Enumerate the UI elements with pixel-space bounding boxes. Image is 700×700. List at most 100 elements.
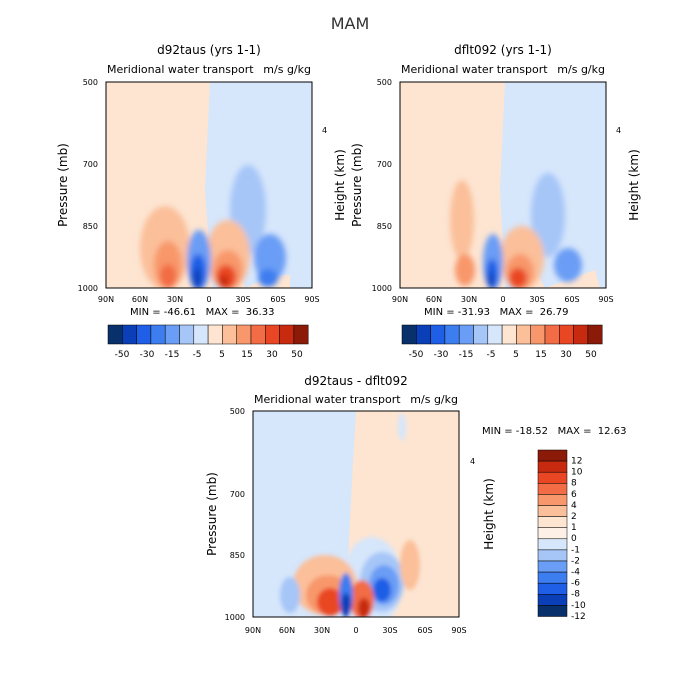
- panel-3-title: d92taus - dflt092: [304, 374, 408, 388]
- x-tick-label: 30N: [314, 626, 330, 635]
- x-tick-label: 90N: [98, 295, 114, 304]
- colorbar-label: 50: [291, 350, 303, 360]
- colorbar-label: 30: [560, 350, 572, 360]
- panel-3-subtitle: Meridional water transport: [254, 393, 401, 406]
- y-tick-label: 700: [83, 160, 98, 169]
- colorbar-label: 2: [571, 512, 577, 522]
- colorbar-label: 50: [585, 350, 597, 360]
- colorbar-label: -15: [459, 350, 474, 360]
- x-tick-label: 90S: [598, 295, 613, 304]
- panel-3-plot-frame: [252, 410, 460, 618]
- colorbar-label: 15: [535, 350, 546, 360]
- panel-2-contour-field: [400, 82, 606, 288]
- colorbar-label: 6: [571, 490, 577, 500]
- y-tick-label: 500: [83, 78, 98, 87]
- colorbar-label: 8: [571, 479, 577, 489]
- panel-3-y-right-tick: 4: [470, 457, 475, 466]
- panel-1-subtitle: Meridional water transport: [107, 63, 254, 76]
- y-tick-label: 1000: [225, 613, 245, 622]
- x-tick-label: 60S: [417, 626, 432, 635]
- chart-panel-3: d92taus - dflt092 Meridional water trans…: [205, 374, 626, 635]
- panel-1-y-axis: 500 700 850 1000: [78, 78, 98, 293]
- x-tick-label: 30N: [167, 295, 183, 304]
- panel-1-y-right-tick: 4: [322, 126, 327, 135]
- colorbar-label: -5: [193, 350, 202, 360]
- panel-1-min-max: MIN = -46.61 MAX = 36.33: [130, 307, 274, 318]
- y-tick-label: 700: [230, 490, 245, 499]
- colorbar-label: 0: [571, 534, 577, 544]
- colorbar-label: 5: [219, 350, 225, 360]
- x-tick-label: 60S: [270, 295, 285, 304]
- panel-2-subtitle: Meridional water transport: [401, 63, 548, 76]
- colorbar-label: 12: [571, 457, 582, 467]
- x-tick-label: 30N: [461, 295, 477, 304]
- colorbar-label: -12: [571, 612, 586, 622]
- panel-2-y-label: Pressure (mb): [350, 143, 364, 227]
- panel-2-colorbar: -50 -30 -15 -5 5 15 30 50: [401, 324, 603, 360]
- panel-3-contour-field: [253, 411, 459, 617]
- colorbar-label: 10: [571, 468, 583, 478]
- chart-panel-1: d92taus (yrs 1-1) Meridional water trans…: [56, 43, 347, 360]
- x-tick-label: 90S: [304, 295, 319, 304]
- panel-2-y-right-label: Height (km): [627, 149, 641, 220]
- panel-2-title: dflt092 (yrs 1-1): [454, 43, 552, 57]
- colorbar-label: -10: [571, 601, 586, 611]
- x-tick-label: 30S: [382, 626, 397, 635]
- x-tick-label: 60N: [279, 626, 295, 635]
- panel-3-min-max: MIN = -18.52 MAX = 12.63: [482, 426, 626, 437]
- colorbar-label: -1: [571, 545, 580, 555]
- colorbar-label: -5: [487, 350, 496, 360]
- colorbar-label: -50: [409, 350, 424, 360]
- x-tick-label: 30S: [529, 295, 544, 304]
- colorbar-label: 1: [571, 523, 577, 533]
- figure-title: MAM: [331, 14, 370, 33]
- y-tick-label: 850: [377, 222, 392, 231]
- colorbar-label: 15: [241, 350, 252, 360]
- colorbar-label: -15: [165, 350, 180, 360]
- x-tick-label: 60S: [564, 295, 579, 304]
- panel-2-plot-frame: [399, 81, 607, 289]
- panel-3-y-axis: 500 700 850 1000: [225, 407, 245, 622]
- x-tick-label: 60N: [426, 295, 442, 304]
- colorbar-label: -50: [115, 350, 130, 360]
- panel-2-x-axis: 90N 60N 30N 0 30S 60S 90S: [392, 295, 614, 304]
- colorbar-label: 5: [513, 350, 519, 360]
- colorbar-label: -6: [571, 579, 580, 589]
- x-tick-label: 0: [500, 295, 505, 304]
- x-tick-label: 90N: [245, 626, 261, 635]
- colorbar-label: -4: [571, 568, 580, 578]
- panel-1-units: m/s g/kg: [263, 63, 311, 76]
- x-tick-label: 60N: [132, 295, 148, 304]
- x-tick-label: 90S: [451, 626, 466, 635]
- panel-1-y-label: Pressure (mb): [56, 143, 70, 227]
- y-tick-label: 1000: [372, 284, 392, 293]
- panel-2-units: m/s g/kg: [557, 63, 605, 76]
- panel-1-x-axis: 90N 60N 30N 0 30S 60S 90S: [98, 295, 320, 304]
- panel-1-colorbar: -50 -30 -15 -5 5 15 30 50: [107, 324, 309, 360]
- colorbar-label: -30: [434, 350, 449, 360]
- x-tick-label: 30S: [235, 295, 250, 304]
- chart-panel-2: dflt092 (yrs 1-1) Meridional water trans…: [350, 43, 641, 360]
- colorbar-label: -8: [571, 590, 580, 600]
- x-tick-label: 90N: [392, 295, 408, 304]
- y-tick-label: 1000: [78, 284, 98, 293]
- y-tick-label: 500: [230, 407, 245, 416]
- colorbar-label: -30: [140, 350, 155, 360]
- panel-3-units: m/s g/kg: [410, 393, 458, 406]
- panel-3-colorbar: 12 10 8 6 4 2 1 0 -1 -2 -4 -6 -8 -10 -12: [537, 449, 586, 622]
- y-tick-label: 850: [230, 551, 245, 560]
- panel-3-y-label: Pressure (mb): [205, 472, 219, 556]
- colorbar-label: -2: [571, 556, 580, 566]
- panel-2-y-axis: 500 700 850 1000: [372, 78, 392, 293]
- colorbar-label: 4: [571, 501, 577, 511]
- y-tick-label: 850: [83, 222, 98, 231]
- panel-1-title: d92taus (yrs 1-1): [157, 43, 261, 57]
- y-tick-label: 700: [377, 160, 392, 169]
- panel-1-y-right-label: Height (km): [333, 149, 347, 220]
- panel-1-plot-frame: [105, 81, 313, 289]
- panel-2-y-right-tick: 4: [616, 126, 621, 135]
- y-tick-label: 500: [377, 78, 392, 87]
- panel-1-contour-field: [106, 82, 312, 288]
- x-tick-label: 0: [353, 626, 358, 635]
